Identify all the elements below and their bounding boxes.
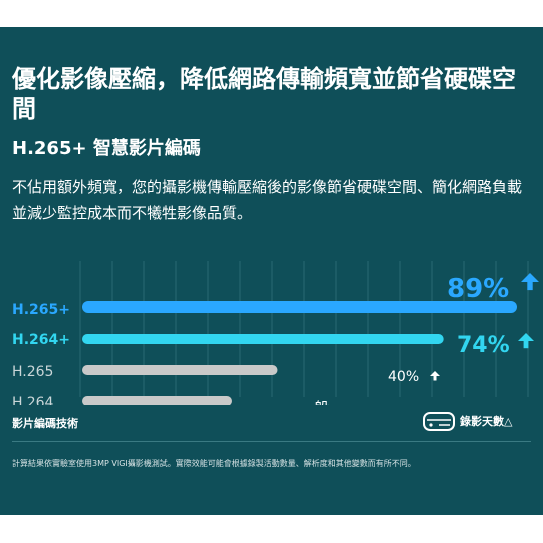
x-axis-label: 影片編碼技術 bbox=[12, 417, 78, 430]
bar bbox=[82, 301, 517, 313]
category-label: H.264 bbox=[12, 395, 54, 405]
headline: 優化影像壓縮，降低網路傳輸頻寬並節省硬碟空間 bbox=[12, 65, 516, 123]
bar bbox=[82, 334, 444, 344]
value-label: 40% bbox=[388, 369, 419, 385]
value-label: 89% bbox=[447, 274, 509, 304]
up-arrow-icon bbox=[518, 333, 534, 349]
legend-label: 錄影天數△ bbox=[460, 415, 513, 428]
divider bbox=[12, 441, 531, 442]
chart-grid bbox=[79, 261, 529, 397]
feature-panel: 優化影像壓縮，降低網路傳輸頻寬並節省硬碟空間 H.265+ 智慧影片編碼 不佔用… bbox=[0, 27, 543, 515]
bar bbox=[82, 396, 232, 405]
subheading: H.265+ 智慧影片編碼 bbox=[12, 138, 201, 159]
compression-bar-chart: H.265+ 89% H.264+ 74% H.265 40% H.264 一般 bbox=[12, 261, 539, 405]
up-arrow-icon bbox=[430, 371, 440, 381]
up-arrow-icon bbox=[521, 273, 539, 291]
hard-drive-icon bbox=[423, 412, 455, 431]
value-label: 一般 bbox=[299, 399, 329, 405]
category-label: H.265+ bbox=[12, 302, 70, 318]
chart-bars: H.265+ 89% H.264+ 74% H.265 40% H.264 一般 bbox=[12, 273, 539, 405]
description: 不佔用額外頻寬，您的攝影機傳輸壓縮後的影像節省硬碟空間、簡化網路負載並減少監控成… bbox=[12, 178, 523, 222]
disclaimer: 計算結果依實驗室使用3MP VIGI攝影機測試。實際效能可能會根據錄製活動數量、… bbox=[12, 459, 416, 468]
category-label: H.264+ bbox=[12, 332, 70, 348]
legend-recording-days: 錄影天數△ bbox=[422, 408, 512, 434]
category-label: H.265 bbox=[12, 364, 53, 380]
bar bbox=[82, 365, 278, 375]
value-label: 74% bbox=[457, 333, 510, 358]
